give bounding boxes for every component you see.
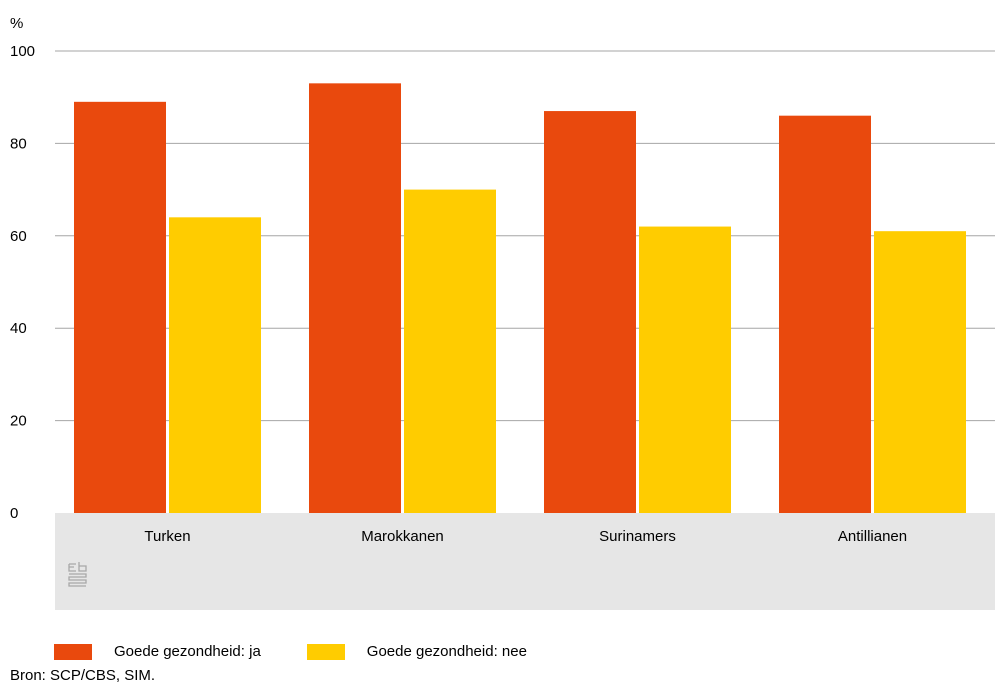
legend-item-ja: Goede gezondheid: ja xyxy=(54,643,261,660)
category-label: Surinamers xyxy=(599,528,676,545)
category-label: Antillianen xyxy=(838,528,907,545)
y-tick-label: 100 xyxy=(10,43,35,60)
bar-nee xyxy=(169,217,261,513)
legend-item-nee: Goede gezondheid: nee xyxy=(306,643,527,660)
category-axis-band xyxy=(55,513,995,610)
y-tick-label: 0 xyxy=(10,505,18,522)
y-tick-label: 60 xyxy=(10,228,27,245)
y-axis-unit-label: % xyxy=(10,15,23,32)
y-tick-label: 40 xyxy=(10,320,27,337)
category-label: Turken xyxy=(144,528,190,545)
bar-ja xyxy=(74,101,166,513)
source-note: Bron: SCP/CBS, SIM. xyxy=(10,667,156,684)
bar-nee xyxy=(874,231,966,513)
bar-ja xyxy=(309,83,401,513)
category-label: Marokkanen xyxy=(361,528,444,545)
legend-swatch-ja xyxy=(54,643,92,660)
y-tick-label: 20 xyxy=(10,413,27,430)
legend-label-nee: Goede gezondheid: nee xyxy=(366,643,527,660)
cbs-logo-icon xyxy=(68,562,87,587)
y-tick-labels: 0 20 40 60 80 100 xyxy=(10,43,35,522)
bar-chart: 0 20 40 60 80 100 % Turken Marokkanen Surinamer… xyxy=(10,15,995,610)
legend-swatch-nee xyxy=(306,643,345,660)
bar-nee xyxy=(404,189,496,513)
legend: Goede gezondheid: ja Goede gezondheid: n… xyxy=(54,643,573,660)
bars xyxy=(74,83,966,514)
bar-ja xyxy=(779,115,871,514)
y-tick-label: 80 xyxy=(10,135,27,152)
bar-ja xyxy=(544,111,636,513)
category-labels: Turken Marokkanen Surinamers Antillianen xyxy=(144,528,907,545)
legend-label-ja: Goede gezondheid: ja xyxy=(114,643,261,660)
bar-nee xyxy=(639,226,731,513)
